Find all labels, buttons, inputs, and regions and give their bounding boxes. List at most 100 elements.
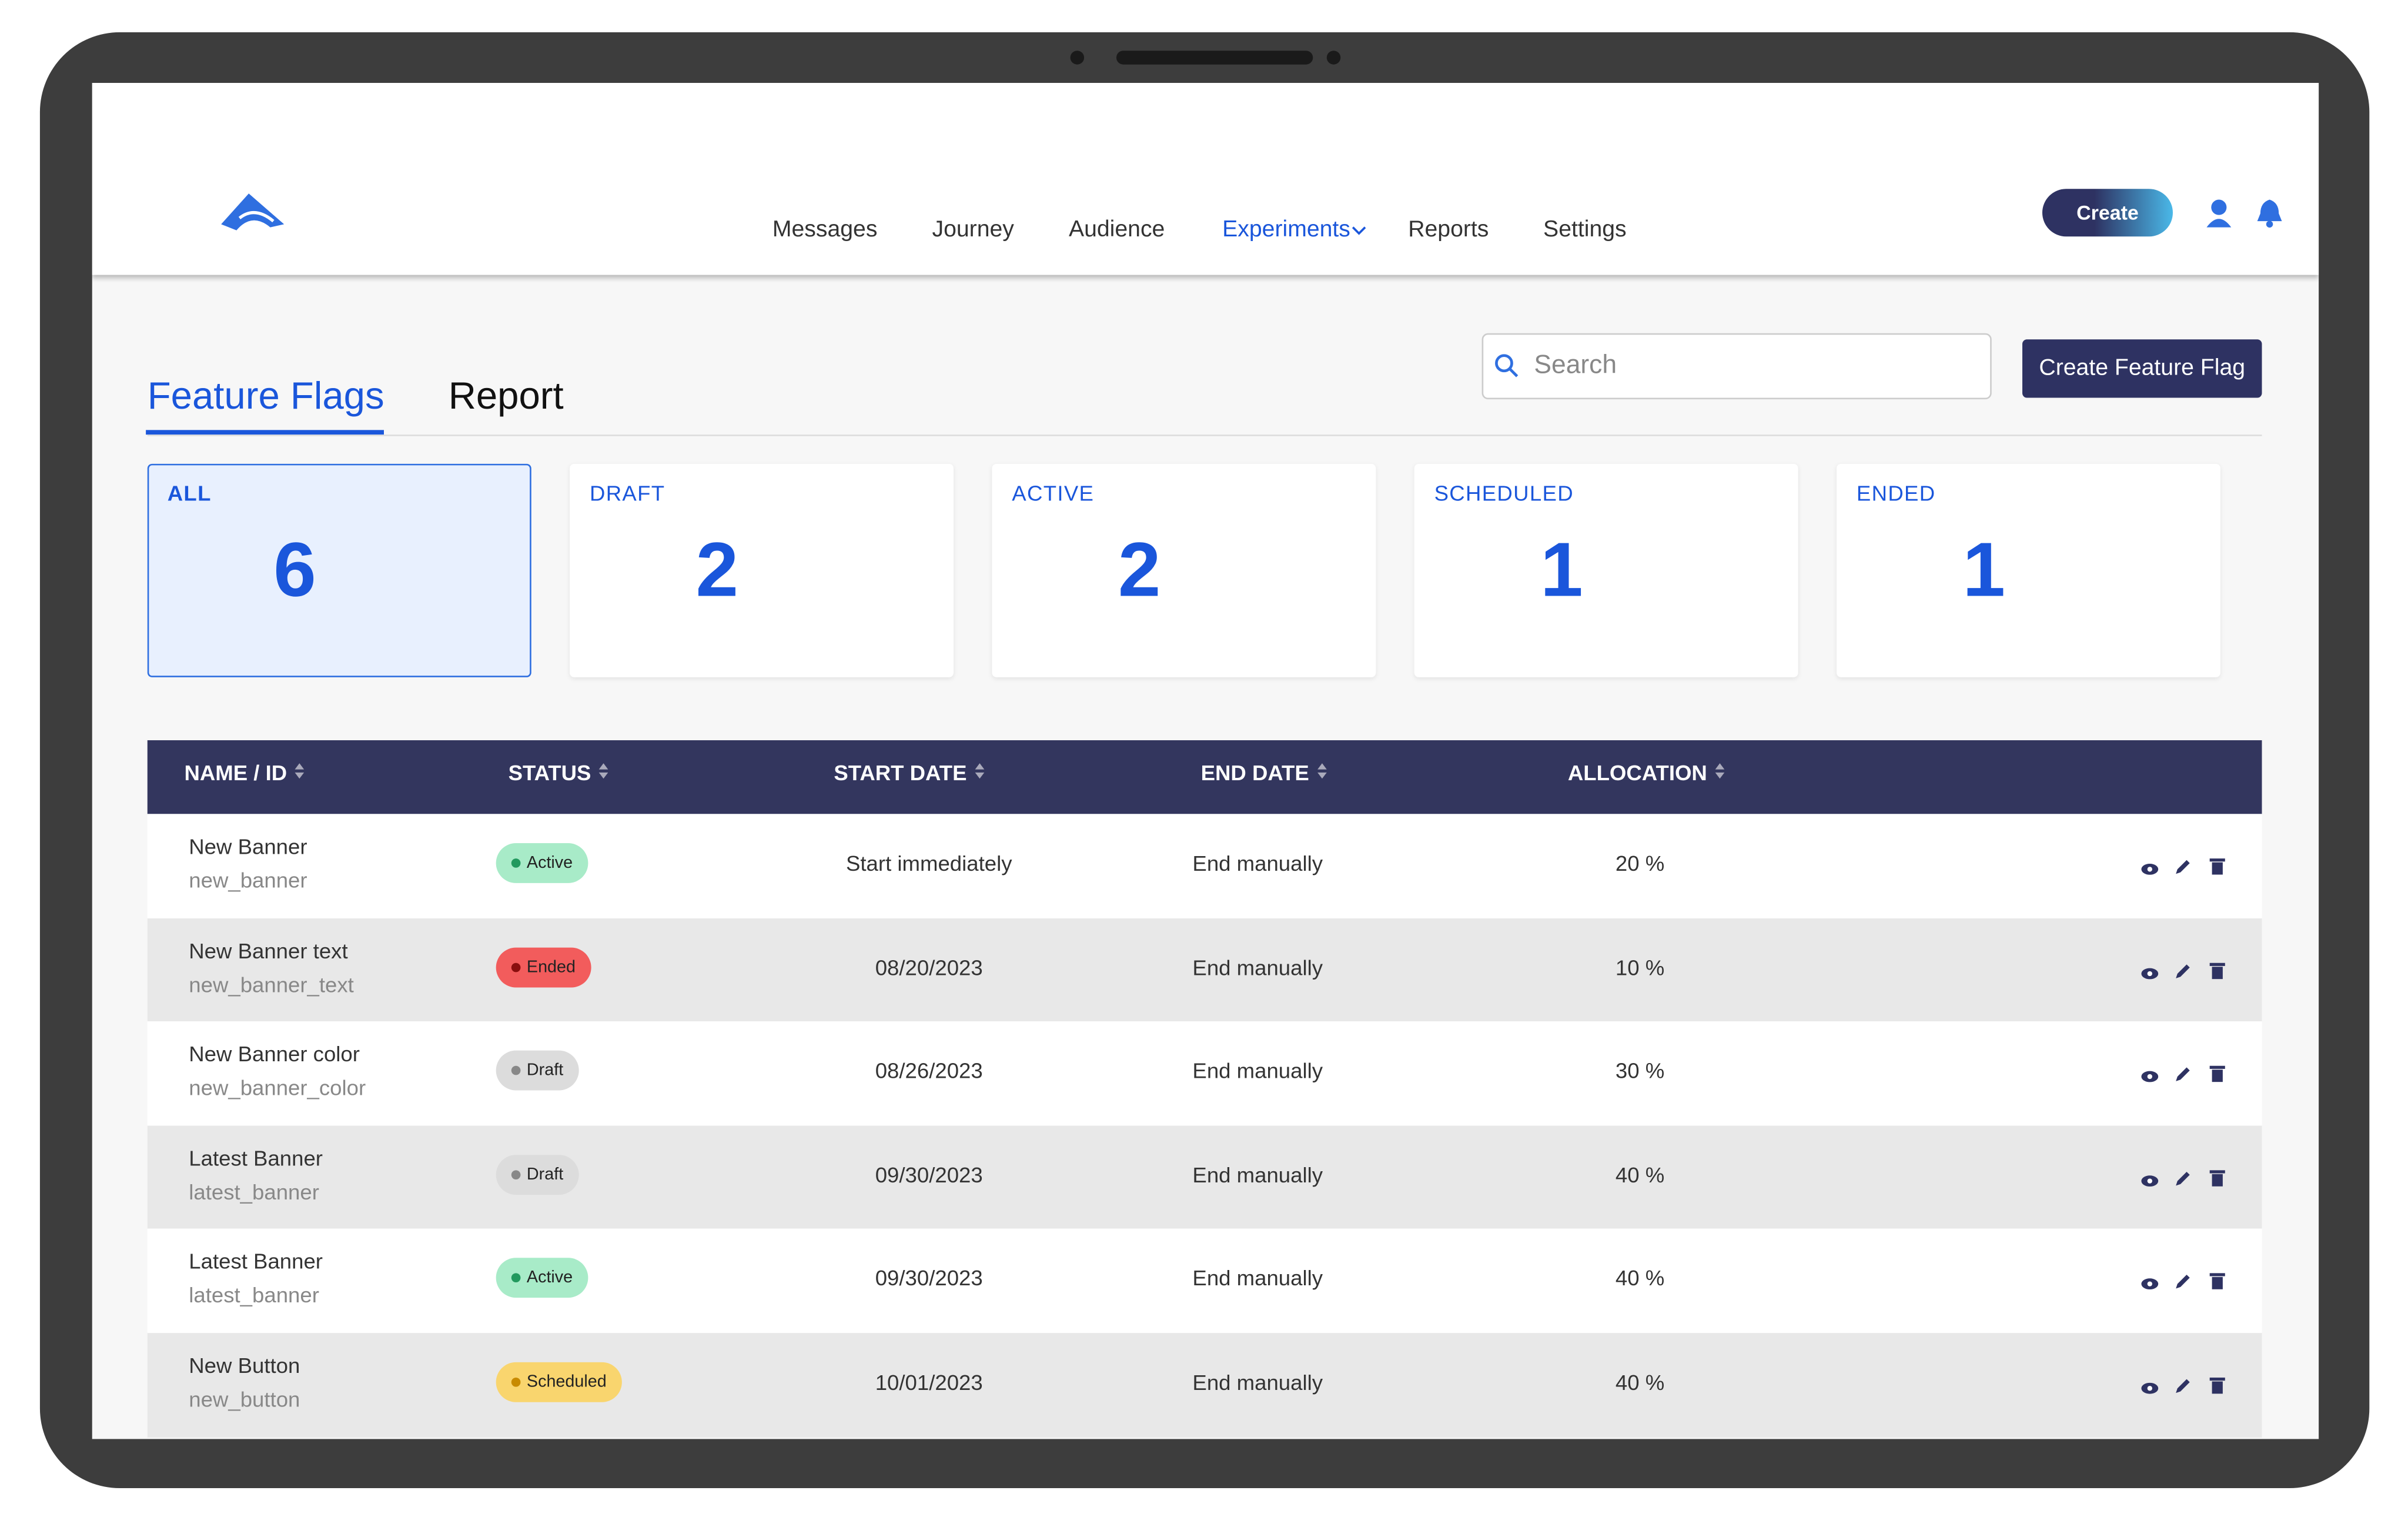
sort-icon — [598, 763, 608, 779]
flag-id: latest_banner — [189, 1179, 319, 1204]
summary-label: SCHEDULED — [1434, 480, 1574, 506]
flag-id: new_banner_text — [189, 971, 354, 997]
start-date: 10/01/2023 — [875, 1369, 983, 1395]
summary-label: DRAFT — [590, 480, 665, 506]
view-icon[interactable] — [2141, 1065, 2159, 1092]
status-badge: Active — [496, 843, 588, 883]
delete-icon[interactable] — [2208, 959, 2226, 987]
end-date: End manually — [1192, 1266, 1323, 1291]
nav-item[interactable]: Messages — [772, 216, 878, 243]
profile-icon[interactable] — [2205, 198, 2233, 236]
delete-icon[interactable] — [2208, 1271, 2226, 1298]
edit-icon[interactable] — [2175, 1271, 2193, 1298]
nav-item[interactable]: Audience — [1068, 216, 1165, 243]
status-dot — [511, 1066, 521, 1075]
start-date: 09/30/2023 — [875, 1162, 983, 1187]
sort-icon — [295, 763, 304, 779]
tab-underline — [146, 430, 384, 435]
notification-icon[interactable] — [2256, 198, 2283, 236]
edit-icon[interactable] — [2175, 1375, 2193, 1402]
status-dot — [511, 1274, 521, 1284]
column-header[interactable]: ALLOCATION — [1568, 760, 1727, 785]
edit-icon[interactable] — [2175, 1167, 2193, 1195]
speaker — [1116, 51, 1313, 65]
search-box[interactable] — [1481, 333, 1992, 400]
flag-id: new_banner — [189, 867, 307, 893]
delete-icon[interactable] — [2208, 1167, 2226, 1195]
summary-count: 6 — [273, 526, 316, 613]
edit-icon[interactable] — [2175, 855, 2193, 883]
status-dot — [511, 858, 521, 868]
summary-count: 2 — [1118, 526, 1161, 613]
allocation: 10 % — [1615, 954, 1665, 980]
camera — [1070, 51, 1085, 65]
summary-card[interactable] — [570, 463, 954, 677]
allocation: 20 % — [1615, 851, 1665, 875]
status-dot — [511, 1169, 521, 1179]
column-header[interactable]: END DATE — [1201, 760, 1329, 785]
search-icon[interactable] — [1494, 353, 1519, 386]
view-icon[interactable] — [2141, 1272, 2159, 1300]
nav-item[interactable]: Settings — [1543, 216, 1627, 243]
flag-name: New Banner — [189, 834, 307, 859]
tab[interactable]: Report — [448, 375, 564, 418]
create-button[interactable]: Create — [2042, 189, 2173, 237]
sort-icon — [1714, 763, 1724, 779]
delete-icon[interactable] — [2208, 855, 2226, 883]
summary-label: ACTIVE — [1012, 480, 1095, 506]
status-dot — [511, 962, 521, 972]
screen: Messages Journey Audience Experiments Report… — [92, 83, 2319, 1439]
nav-item[interactable]: Journey — [932, 216, 1014, 243]
column-header[interactable]: START DATE — [834, 760, 986, 785]
flag-id: latest_banner — [189, 1283, 319, 1308]
flag-name: Latest Banner — [189, 1249, 323, 1274]
end-date: End manually — [1192, 1058, 1323, 1083]
flag-name: Latest Banner — [189, 1145, 323, 1170]
view-icon[interactable] — [2141, 961, 2159, 988]
status-badge: Active — [496, 1258, 588, 1299]
allocation: 40 % — [1615, 1369, 1665, 1395]
tabs-divider — [147, 435, 2262, 436]
column-header[interactable]: NAME / ID — [184, 760, 307, 785]
edit-icon[interactable] — [2175, 1063, 2193, 1091]
edit-icon[interactable] — [2175, 959, 2193, 987]
nav-item[interactable]: Experiments — [1222, 216, 1367, 243]
summary-count: 1 — [1540, 526, 1583, 613]
flag-id: new_button — [189, 1386, 300, 1412]
logo — [221, 193, 285, 230]
sensor — [1326, 51, 1341, 65]
view-icon[interactable] — [2141, 1376, 2159, 1403]
flag-name: New Button — [189, 1353, 300, 1378]
end-date: End manually — [1192, 1162, 1323, 1187]
end-date: End manually — [1192, 1369, 1323, 1395]
status-badge: Ended — [496, 947, 591, 987]
delete-icon[interactable] — [2208, 1375, 2226, 1402]
flag-name: New Banner color — [189, 1041, 360, 1067]
view-icon[interactable] — [2141, 1168, 2159, 1196]
sort-icon — [1316, 763, 1326, 779]
allocation: 40 % — [1615, 1266, 1665, 1291]
create-feature-flag-button[interactable]: Create Feature Flag — [2022, 339, 2262, 398]
summary-card[interactable] — [147, 463, 531, 677]
nav-item[interactable]: Reports — [1408, 216, 1489, 243]
sort-icon — [974, 763, 984, 779]
summary-card[interactable] — [992, 463, 1376, 677]
view-icon[interactable] — [2141, 857, 2159, 884]
summary-label: ALL — [167, 480, 212, 506]
delete-icon[interactable] — [2208, 1063, 2226, 1091]
status-badge: Draft — [496, 1154, 579, 1195]
header — [92, 83, 2319, 275]
start-date: Start immediately — [846, 851, 1012, 875]
summary-label: ENDED — [1856, 480, 1936, 506]
summary-card[interactable] — [1414, 463, 1798, 677]
start-date: 09/30/2023 — [875, 1266, 983, 1291]
column-header[interactable]: STATUS — [509, 760, 611, 785]
status-badge: Draft — [496, 1051, 579, 1091]
allocation: 40 % — [1615, 1162, 1665, 1187]
tab-active[interactable]: Feature Flags — [147, 375, 384, 418]
summary-card[interactable] — [1836, 463, 2220, 677]
start-date: 08/20/2023 — [875, 954, 983, 980]
search-placeholder: Search — [1534, 350, 1617, 380]
status-badge: Scheduled — [496, 1362, 622, 1402]
